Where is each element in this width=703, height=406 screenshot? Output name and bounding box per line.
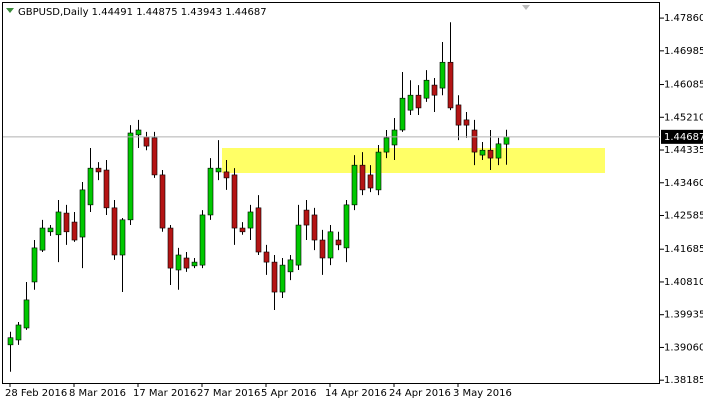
candle-body [247,211,254,229]
candle-body [447,61,454,109]
candle-body [199,214,206,266]
candle-body [71,221,78,241]
candle-body [319,239,326,259]
candle-body [119,219,126,256]
candle-body [455,104,462,126]
y-tick-label: 1.41685 [664,244,703,255]
y-tick-label: 1.45210 [664,112,703,123]
candle-body [303,209,310,226]
candle-body [263,251,270,263]
candle-body [383,137,390,153]
chart-title: GBPUSD,Daily 1.44491 1.44875 1.43943 1.4… [18,7,267,18]
y-tick-label: 1.39060 [664,342,703,353]
candle-body [471,129,478,153]
y-tick-label: 1.38185 [664,375,703,386]
candle-body [279,264,286,293]
candle-body [503,136,510,145]
candle-body [231,174,238,229]
candle-body [463,119,470,126]
price-label-box [661,129,703,144]
candle-body [167,227,174,269]
candle-body [439,61,446,89]
candle-body [55,211,62,236]
symbol-icon [6,8,14,13]
x-tick-label: 27 Mar 2016 [197,388,260,399]
x-tick-label: 8 Mar 2016 [69,388,126,399]
candle-body [159,174,166,229]
candle-body [215,167,222,173]
y-tick-label: 1.42585 [664,211,703,222]
candle-body [127,132,134,221]
candle-body [327,231,334,259]
candle-body [39,227,46,251]
candle-body [31,247,38,283]
candle-body [495,143,502,159]
candle-body [143,136,150,147]
x-tick-label: 5 Apr 2016 [261,388,316,399]
candle-body [255,207,262,253]
candle-body [95,167,102,173]
y-tick-label: 1.46985 [664,46,703,57]
candle-body [359,164,366,191]
candle-body [367,174,374,189]
candle-body [335,239,342,246]
price-label: 1.44687 [664,132,703,143]
candle-body [87,167,94,206]
candle-body [135,129,142,136]
x-tick-label: 14 Apr 2016 [325,388,387,399]
candle-body [271,261,278,293]
y-tick-label: 1.47860 [664,13,703,24]
candle-body [191,261,198,267]
candle-body [375,151,382,191]
candle-body [223,171,230,179]
candle-body [47,227,54,233]
candle-body [407,94,414,111]
y-tick-label: 1.46085 [664,80,703,91]
candle-body [479,149,486,156]
highlight-zone [222,148,605,173]
y-tick-label: 1.44335 [664,145,703,156]
x-tick-label: 24 Apr 2016 [389,388,451,399]
candle-body [295,224,302,266]
candle-body [431,84,438,96]
candle-body [351,164,358,206]
candle-body [207,167,214,216]
y-tick-label: 1.39935 [664,310,703,321]
candle-body [343,204,350,249]
candle-body [175,254,182,271]
y-tick-label: 1.40810 [664,277,703,288]
candle-body [151,137,158,176]
candle-body [79,189,86,238]
candle-body [399,97,406,131]
candle-body [23,299,30,329]
plot-frame [2,2,660,384]
candle-body [391,129,398,146]
candle-body [311,214,318,241]
candle-body [287,259,294,273]
y-tick-label: 1.43460 [664,178,703,189]
candle-body [15,324,22,341]
x-tick-label: 28 Feb 2016 [5,388,67,399]
candle-body [239,227,246,233]
candle-body [415,94,422,109]
candle-body [487,149,494,159]
candle-body [111,207,118,256]
candle-body [103,169,110,209]
scroll-marker [522,5,530,10]
x-tick-label: 17 Mar 2016 [133,388,196,399]
candle-body [183,257,190,269]
candle-body [7,337,14,346]
candle-body [423,79,430,99]
candle-body [63,212,70,233]
x-tick-label: 3 May 2016 [453,388,512,399]
